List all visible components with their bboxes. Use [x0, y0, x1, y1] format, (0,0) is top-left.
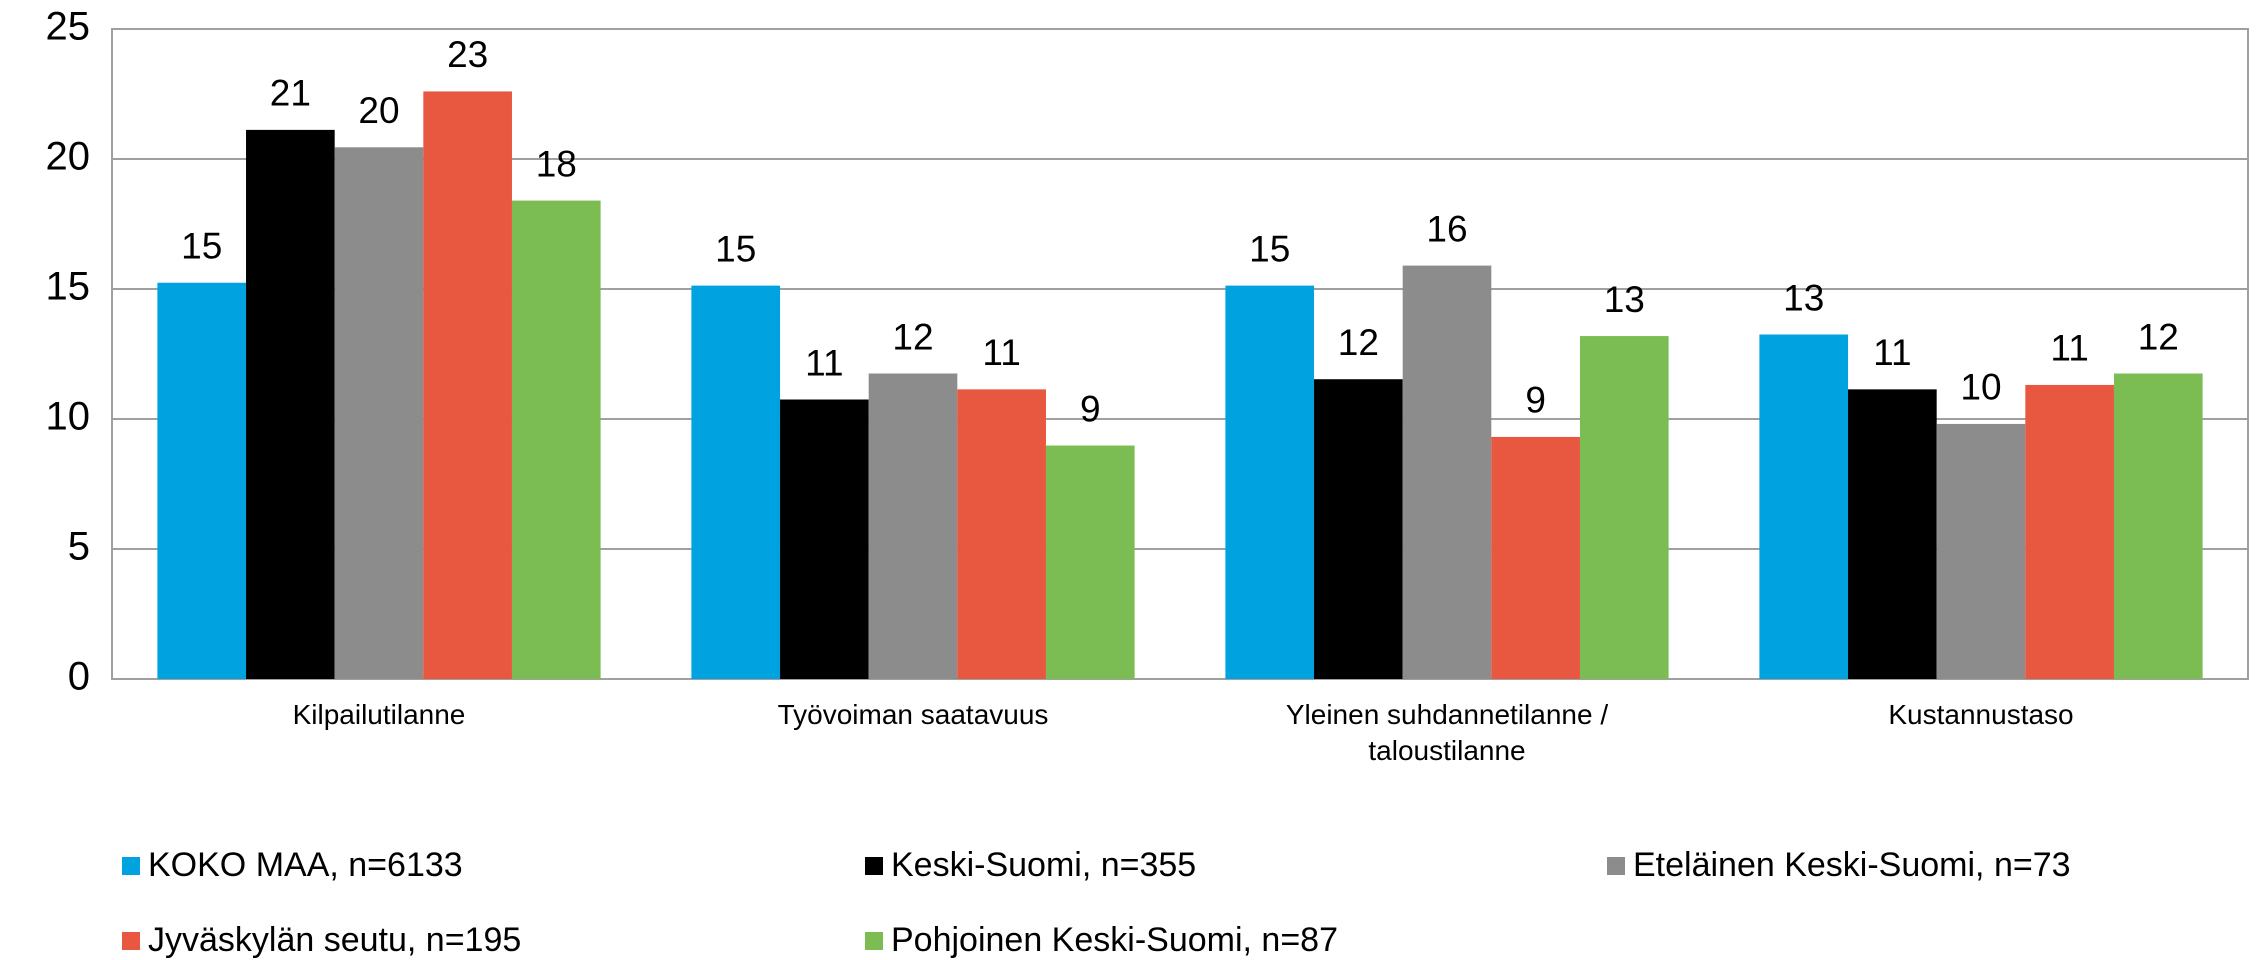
x-tick-label: Kustannustaso [1888, 699, 2074, 730]
legend-item: Eteläinen Keski-Suomi, n=73 [1607, 846, 2071, 885]
y-tick-label: 20 [46, 135, 91, 179]
legend-swatch [1607, 856, 1625, 875]
value-label: 21 [270, 73, 311, 114]
bar [334, 147, 424, 680]
legend-label: Pohjoinen Keski-Suomi, n=87 [891, 921, 1338, 959]
bar [1314, 379, 1403, 679]
x-tick-label: Työvoiman saatavuus [777, 699, 1049, 730]
x-tick-label: Yleinen suhdannetilanne / taloustilanne [1285, 699, 1609, 766]
value-label: 13 [1783, 277, 1824, 318]
value-label: 12 [892, 316, 933, 357]
value-label: 9 [1080, 388, 1101, 429]
value-label: 13 [1604, 279, 1645, 320]
y-tick-label: 5 [68, 525, 90, 569]
legend-item: KOKO MAA, n=6133 [122, 846, 463, 885]
plot-frame [111, 28, 2249, 680]
y-tick-label: 15 [46, 265, 91, 309]
y-tick-label: 10 [46, 395, 91, 439]
value-label: 11 [2050, 328, 2088, 369]
legend-swatch [865, 856, 883, 875]
bar [957, 389, 1046, 679]
bar [511, 200, 601, 679]
bar [1045, 445, 1135, 679]
legend-label: Keski-Suomi, n=355 [891, 846, 1197, 884]
value-label: 18 [536, 143, 577, 184]
bar [780, 399, 869, 679]
bar [2025, 384, 2114, 679]
x-tick-label: Kilpailutilanne [292, 699, 466, 730]
legend-swatch [865, 931, 883, 950]
bar [1848, 389, 1937, 679]
bar [1579, 336, 1669, 679]
legend-label: Jyväskylän seutu, n=195 [148, 921, 522, 959]
value-label: 12 [1338, 322, 1379, 363]
value-label: 11 [805, 342, 843, 383]
bar [246, 129, 335, 679]
bar [2113, 373, 2203, 679]
value-label: 9 [1525, 380, 1546, 421]
value-label: 16 [1426, 208, 1467, 249]
bar [157, 282, 247, 679]
y-tick-label: 0 [68, 655, 90, 699]
value-label: 15 [181, 226, 222, 267]
value-label: 20 [358, 90, 399, 131]
value-label: 10 [1960, 367, 2001, 408]
value-label: 11 [1873, 332, 1911, 373]
legend-item: Pohjoinen Keski-Suomi, n=87 [865, 921, 1338, 960]
value-label: 23 [447, 34, 488, 75]
legend-label: KOKO MAA, n=6133 [148, 846, 463, 884]
bar [1936, 423, 2026, 679]
legend-item: Keski-Suomi, n=355 [865, 846, 1196, 885]
bar [691, 285, 781, 679]
value-label: 11 [982, 332, 1020, 373]
legend-item: Jyväskylän seutu, n=195 [122, 921, 521, 960]
value-label: 15 [1249, 228, 1290, 269]
y-tick-label: 25 [46, 5, 91, 49]
bar [1225, 285, 1315, 679]
legend-swatch [122, 931, 140, 950]
bar [868, 373, 958, 679]
bar [1759, 334, 1849, 679]
bar [1491, 436, 1580, 679]
value-label: 12 [2138, 316, 2179, 357]
bar [423, 91, 512, 679]
legend-label: Eteläinen Keski-Suomi, n=73 [1633, 846, 2071, 884]
legend-swatch [122, 856, 140, 875]
value-label: 15 [715, 228, 756, 269]
bar [1402, 265, 1492, 679]
